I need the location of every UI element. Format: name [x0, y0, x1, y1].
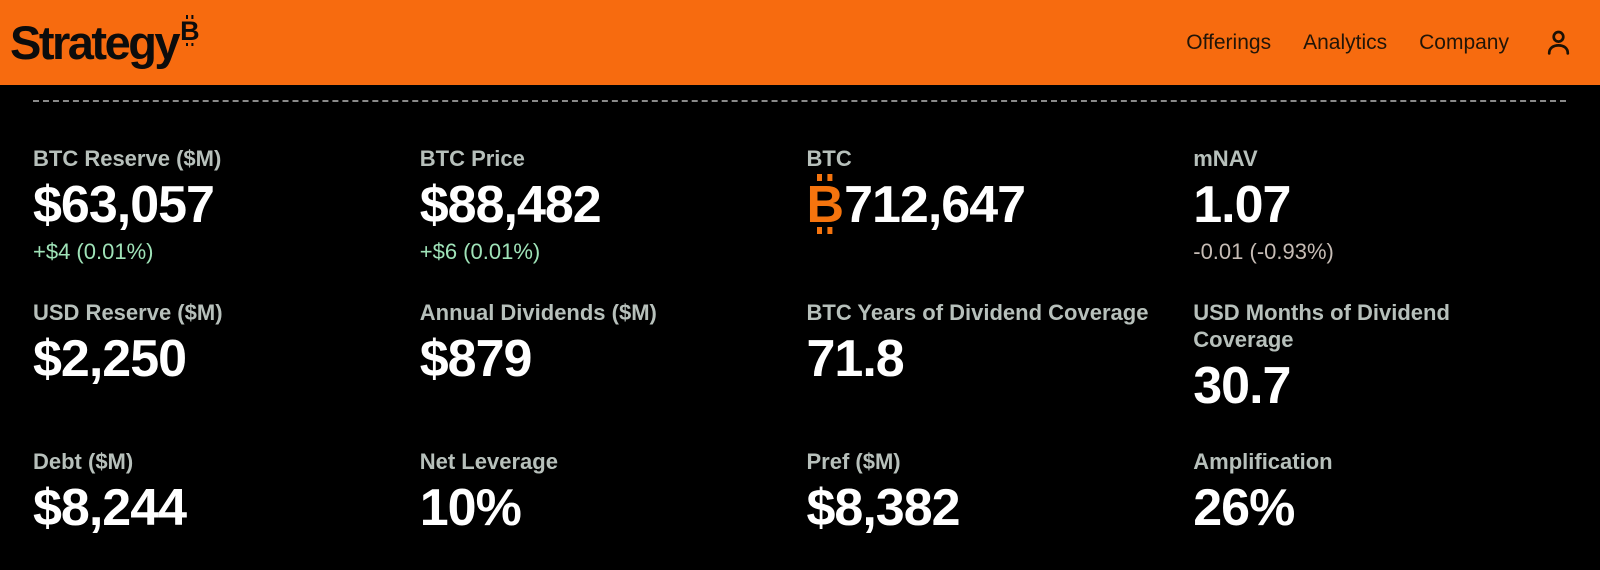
- logo-text: Strategy: [10, 15, 181, 69]
- metric-annual-dividends: Annual Dividends ($M) $879: [420, 299, 797, 414]
- metric-label: USD Reserve ($M): [33, 300, 223, 325]
- metric-btc-reserve: BTC Reserve ($M) $63,057 +$4 (0.01%): [33, 145, 410, 265]
- metric-value: $2,250: [33, 330, 187, 388]
- top-nav-bar: Strategy B Offerings Analytics Company: [0, 0, 1600, 85]
- metric-usd-reserve: USD Reserve ($M) $2,250: [33, 299, 410, 414]
- metric-value: $63,057: [33, 176, 215, 234]
- metric-btc-price: BTC Price $88,482 +$6 (0.01%): [420, 145, 797, 265]
- nav-analytics[interactable]: Analytics: [1303, 31, 1388, 54]
- main-nav: Offerings Analytics Company: [1186, 27, 1574, 58]
- metric-label: Net Leverage: [419, 449, 558, 474]
- metric-value: $88,482: [419, 176, 602, 234]
- metric-label: BTC: [806, 146, 852, 171]
- metric-label: BTC Years of Dividend Coverage: [806, 300, 1149, 325]
- logo[interactable]: Strategy B: [10, 15, 200, 69]
- metric-label: Annual Dividends ($M): [419, 300, 657, 325]
- metric-label: Amplification: [1193, 449, 1333, 474]
- metric-value: $879: [419, 330, 533, 388]
- metric-label: Debt ($M): [33, 449, 134, 474]
- account-button[interactable]: [1543, 27, 1574, 58]
- metric-label: Pref ($M): [806, 449, 901, 474]
- metric-net-leverage: Net Leverage 10%: [420, 448, 797, 536]
- metric-value-number: 712,647: [844, 176, 1026, 234]
- metric-value: B712,647: [806, 174, 1184, 235]
- bitcoin-symbol-icon: B: [806, 174, 844, 235]
- metric-pref: Pref ($M) $8,382: [807, 448, 1184, 536]
- bitcoin-logo-icon: B: [180, 15, 200, 47]
- metric-btc-years-dividend-coverage: BTC Years of Dividend Coverage 71.8: [807, 299, 1184, 414]
- metric-value: 26%: [1193, 479, 1295, 537]
- metric-amplification: Amplification 26%: [1193, 448, 1570, 536]
- metric-value: 71.8: [806, 330, 905, 388]
- metric-label: mNAV: [1193, 146, 1258, 171]
- metric-label: BTC Reserve ($M): [33, 146, 222, 171]
- metric-btc-holdings: BTC B712,647: [807, 145, 1184, 265]
- person-icon: [1547, 30, 1570, 55]
- dashed-divider: [33, 100, 1566, 102]
- metrics-grid: BTC Reserve ($M) $63,057 +$4 (0.01%) BTC…: [0, 102, 1600, 536]
- metric-value: 10%: [419, 479, 522, 537]
- metric-label: BTC Price: [419, 146, 525, 171]
- metric-mnav: mNAV 1.07 -0.01 (-0.93%): [1193, 145, 1570, 265]
- metric-value: $8,244: [33, 479, 187, 537]
- nav-company[interactable]: Company: [1419, 31, 1509, 54]
- metric-value: $8,382: [806, 479, 961, 537]
- metric-label: USD Months of Dividend Coverage: [1193, 300, 1450, 352]
- metric-change: -0.01 (-0.93%): [1193, 239, 1334, 264]
- metric-value: 30.7: [1193, 357, 1291, 415]
- metric-value: 1.07: [1193, 176, 1291, 234]
- metric-change: +$4 (0.01%): [33, 239, 154, 264]
- metric-change: +$6 (0.01%): [419, 239, 541, 264]
- metric-usd-months-dividend-coverage: USD Months of Dividend Coverage 30.7: [1193, 299, 1570, 414]
- nav-offerings[interactable]: Offerings: [1186, 31, 1272, 54]
- metric-debt: Debt ($M) $8,244: [33, 448, 410, 536]
